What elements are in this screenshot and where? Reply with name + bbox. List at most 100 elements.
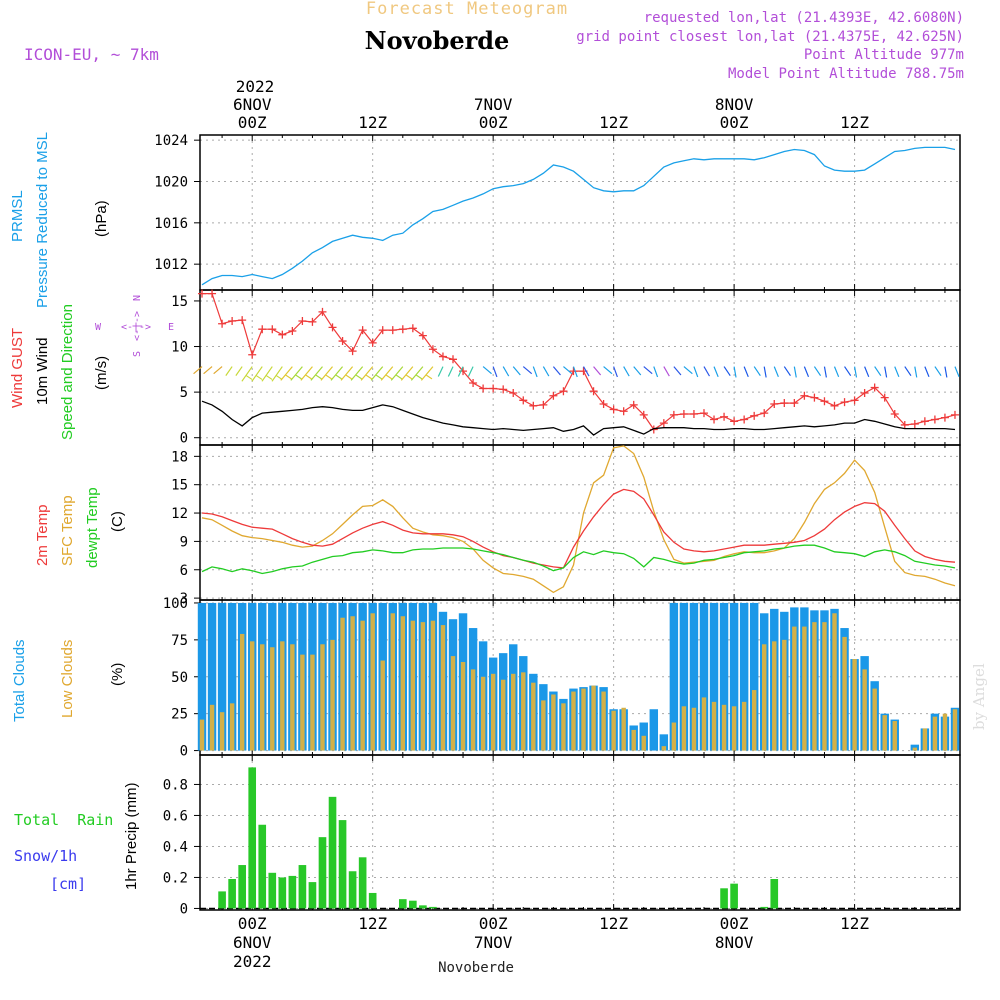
low-cloud-bar bbox=[480, 676, 486, 751]
gust-marker bbox=[228, 317, 237, 325]
total-cloud-bar bbox=[659, 734, 669, 751]
gust-marker bbox=[218, 319, 227, 328]
label-wind-unit: (m/s) bbox=[93, 356, 110, 390]
wind-barb-feather bbox=[315, 374, 322, 380]
y-tick-label: 5 bbox=[180, 385, 188, 401]
total-cloud-bar bbox=[669, 602, 679, 751]
y-tick-label: 15 bbox=[171, 294, 188, 310]
wind-barb bbox=[300, 366, 313, 381]
low-cloud-bar bbox=[812, 622, 817, 751]
wind-barb bbox=[723, 366, 731, 377]
wind-barb bbox=[914, 366, 918, 378]
gust-marker bbox=[930, 415, 939, 424]
wind-barb bbox=[934, 366, 942, 377]
wind-barb bbox=[663, 366, 670, 377]
wind-barb bbox=[783, 366, 791, 377]
total-cloud-bar bbox=[197, 602, 207, 751]
temperature-panel: 3 6 9 12 15 18 bbox=[171, 444, 961, 607]
gust-marker bbox=[198, 289, 207, 298]
y-tick-label: 1016 bbox=[154, 216, 188, 232]
gust-marker bbox=[298, 317, 307, 325]
sfc-temp-line bbox=[201, 445, 956, 594]
y-tick-label: 1020 bbox=[154, 175, 188, 191]
y-tick-label: 12 bbox=[171, 506, 188, 522]
low-cloud-bar bbox=[832, 613, 837, 751]
wind-barb bbox=[853, 366, 858, 378]
wind-barb bbox=[400, 366, 414, 381]
gust-marker bbox=[750, 411, 759, 420]
low-cloud-bar bbox=[209, 704, 215, 751]
gust-marker bbox=[760, 409, 769, 418]
gust-marker bbox=[479, 384, 488, 393]
top-hour-label: 00Z bbox=[479, 113, 508, 132]
wind-barb bbox=[350, 366, 364, 381]
wind-barb bbox=[467, 366, 474, 377]
bottom-hour-label: 12Z bbox=[358, 914, 387, 933]
location-title: Novoberde bbox=[365, 26, 510, 55]
wind-barb-feather bbox=[355, 374, 363, 380]
gust-marker bbox=[569, 367, 578, 376]
wind-barb bbox=[340, 366, 354, 381]
low-cloud-bar bbox=[541, 700, 546, 751]
low-cloud-bar bbox=[310, 654, 315, 751]
low-cloud-bar bbox=[731, 706, 737, 751]
top-date-label: 8NOV bbox=[715, 95, 754, 114]
gust-marker bbox=[860, 389, 869, 398]
low-cloud-bar bbox=[952, 709, 958, 751]
wind-barb bbox=[693, 366, 699, 378]
rain-bar bbox=[328, 796, 337, 909]
total-cloud-bar bbox=[227, 602, 237, 751]
y-tick-label: 0 bbox=[180, 901, 188, 917]
gust-marker bbox=[519, 396, 528, 405]
wind-barb bbox=[643, 366, 653, 375]
y-tick-label: 1024 bbox=[154, 133, 188, 149]
point-altitude: Point Altitude 977m bbox=[804, 47, 964, 63]
gust-marker bbox=[910, 420, 919, 429]
gust-marker bbox=[559, 387, 568, 396]
wind-barb-feather bbox=[365, 374, 373, 380]
low-cloud-bar bbox=[511, 673, 516, 751]
low-cloud-bar bbox=[280, 641, 285, 751]
low-cloud-bar bbox=[460, 662, 466, 751]
gust-marker bbox=[870, 383, 879, 392]
wind-barb bbox=[633, 366, 642, 376]
label-snow-unit: [cm] bbox=[50, 875, 86, 893]
y-tick-label: 100 bbox=[163, 596, 188, 612]
y-tick-label: 9 bbox=[180, 534, 188, 550]
low-cloud-bar bbox=[450, 656, 456, 751]
rain-bar bbox=[760, 906, 769, 909]
low-cloud-bar bbox=[370, 613, 375, 751]
wind-barb bbox=[290, 366, 303, 381]
low-cloud-bar bbox=[862, 669, 867, 751]
total-cloud-bar bbox=[217, 602, 227, 751]
low-cloud-bar bbox=[360, 620, 365, 751]
wind-labels: Wind GUST 10m Wind Speed and Direction (… bbox=[9, 295, 174, 440]
cloud-labels: Total Clouds Low Clouds (%) bbox=[11, 639, 126, 722]
gust-marker bbox=[278, 330, 287, 339]
gust-marker bbox=[880, 393, 889, 402]
wind-barb bbox=[251, 366, 263, 382]
low-cloud-bar bbox=[711, 701, 717, 751]
rain-bar bbox=[368, 892, 377, 909]
wind-barb-feather bbox=[285, 374, 292, 380]
wind-barb bbox=[874, 366, 882, 377]
low-cloud-bar bbox=[551, 694, 556, 751]
low-cloud-bar bbox=[762, 644, 767, 751]
label-total-rain: Total Rain bbox=[14, 811, 113, 829]
wind-barb-feather bbox=[275, 374, 283, 380]
wind-barb bbox=[713, 366, 719, 378]
wind-barb bbox=[623, 366, 630, 377]
top-hour-label: 00Z bbox=[238, 113, 267, 132]
gust-marker bbox=[448, 355, 457, 364]
precip-labels: Total Rain Snow/1h [cm] 1hr Precip (mm) bbox=[14, 782, 140, 893]
rain-bar bbox=[398, 899, 407, 909]
bottom-hour-label: 00Z bbox=[479, 914, 508, 933]
low-cloud-bar bbox=[942, 713, 948, 751]
gust-marker bbox=[780, 399, 789, 408]
gust-marker bbox=[890, 410, 899, 418]
gust-marker bbox=[850, 396, 859, 405]
wind-barb bbox=[213, 366, 223, 375]
compass-arrows-horizontal: <-|-> bbox=[121, 322, 151, 333]
y-tick-label: 0.2 bbox=[163, 870, 188, 886]
wind-barb-feather bbox=[325, 374, 332, 380]
